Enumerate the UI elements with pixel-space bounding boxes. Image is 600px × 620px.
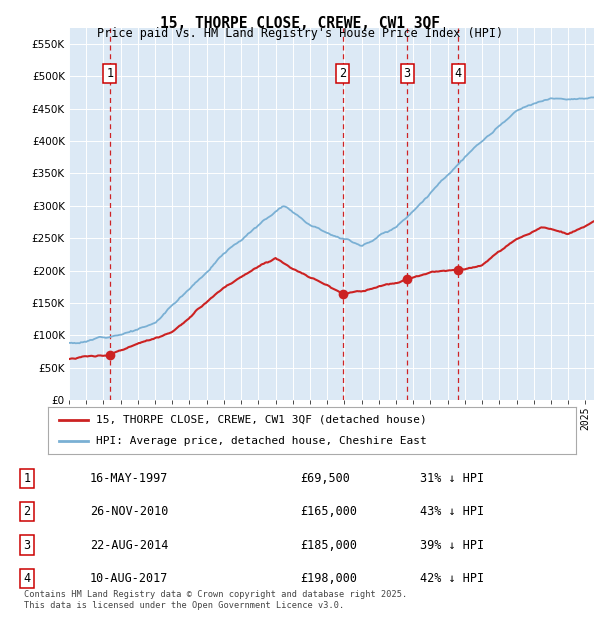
Text: 16-MAY-1997: 16-MAY-1997: [90, 472, 169, 485]
Text: 22-AUG-2014: 22-AUG-2014: [90, 539, 169, 552]
Text: 1: 1: [106, 67, 113, 80]
Text: 42% ↓ HPI: 42% ↓ HPI: [420, 572, 484, 585]
Text: 4: 4: [23, 572, 31, 585]
Text: 2: 2: [23, 505, 31, 518]
Text: £185,000: £185,000: [300, 539, 357, 552]
Text: £165,000: £165,000: [300, 505, 357, 518]
Text: 15, THORPE CLOSE, CREWE, CW1 3QF (detached house): 15, THORPE CLOSE, CREWE, CW1 3QF (detach…: [95, 415, 426, 425]
Text: 4: 4: [455, 67, 462, 80]
Text: 3: 3: [404, 67, 410, 80]
Text: Price paid vs. HM Land Registry's House Price Index (HPI): Price paid vs. HM Land Registry's House …: [97, 27, 503, 40]
Text: HPI: Average price, detached house, Cheshire East: HPI: Average price, detached house, Ches…: [95, 436, 426, 446]
Text: 43% ↓ HPI: 43% ↓ HPI: [420, 505, 484, 518]
Text: £69,500: £69,500: [300, 472, 350, 485]
Text: 39% ↓ HPI: 39% ↓ HPI: [420, 539, 484, 552]
Text: 26-NOV-2010: 26-NOV-2010: [90, 505, 169, 518]
Text: 1: 1: [23, 472, 31, 485]
Text: £198,000: £198,000: [300, 572, 357, 585]
Text: Contains HM Land Registry data © Crown copyright and database right 2025.
This d: Contains HM Land Registry data © Crown c…: [24, 590, 407, 609]
Text: 31% ↓ HPI: 31% ↓ HPI: [420, 472, 484, 485]
Text: 3: 3: [23, 539, 31, 552]
Text: 15, THORPE CLOSE, CREWE, CW1 3QF: 15, THORPE CLOSE, CREWE, CW1 3QF: [160, 16, 440, 31]
Text: 2: 2: [339, 67, 346, 80]
Text: 10-AUG-2017: 10-AUG-2017: [90, 572, 169, 585]
